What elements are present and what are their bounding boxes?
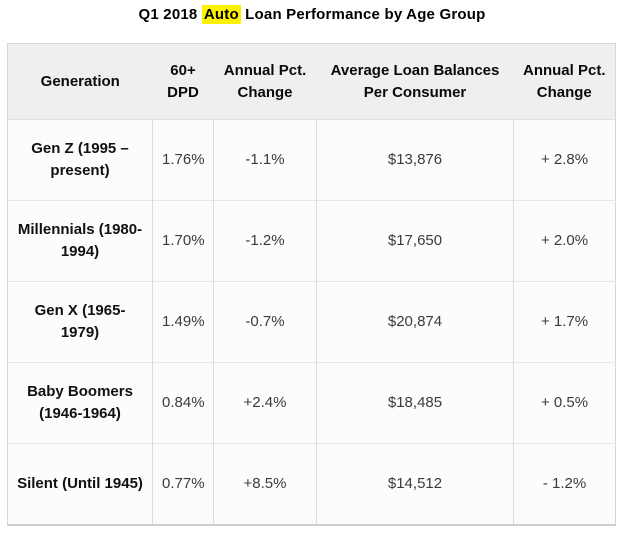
cell-generation: Gen Z (1995 – present) — [7, 119, 153, 201]
table-row-millennials: Millennials (1980-1994) 1.70% -1.2% $17,… — [7, 200, 616, 282]
title-suffix: Loan Performance by Age Group — [240, 6, 486, 23]
cell-balance-annual-change: + 0.5% — [513, 362, 616, 444]
cell-dpd-annual-change: -1.2% — [213, 200, 317, 282]
cell-avg-loan-balance: $17,650 — [316, 200, 514, 282]
table-row-baby-boomers: Baby Boomers (1946-1964) 0.84% +2.4% $18… — [7, 362, 616, 444]
cell-generation: Baby Boomers (1946-1964) — [7, 362, 153, 444]
cell-60-dpd: 0.84% — [152, 362, 214, 444]
cell-60-dpd: 1.76% — [152, 119, 214, 201]
column-header-dpd-annual-pct-change: Annual Pct. Change — [213, 43, 317, 120]
table-row-silent: Silent (Until 1945) 0.77% +8.5% $14,512 … — [7, 443, 616, 525]
cell-avg-loan-balance: $18,485 — [316, 362, 514, 444]
loan-performance-table: Generation 60+ DPD Annual Pct. Change Av… — [7, 43, 616, 526]
cell-generation: Gen X (1965-1979) — [7, 281, 153, 363]
header-row: Generation 60+ DPD Annual Pct. Change Av… — [7, 43, 616, 120]
title-prefix: Q1 2018 — [138, 6, 202, 23]
cell-dpd-annual-change: -1.1% — [213, 119, 317, 201]
cell-60-dpd: 1.49% — [152, 281, 214, 363]
cell-dpd-annual-change: +8.5% — [213, 443, 317, 525]
column-header-avg-loan-balance: Average Loan Balances Per Consumer — [316, 43, 514, 120]
column-header-generation: Generation — [7, 43, 153, 120]
cell-avg-loan-balance: $13,876 — [316, 119, 514, 201]
cell-balance-annual-change: + 2.8% — [513, 119, 616, 201]
table-row-gen-x: Gen X (1965-1979) 1.49% -0.7% $20,874 + … — [7, 281, 616, 363]
cell-avg-loan-balance: $20,874 — [316, 281, 514, 363]
cell-balance-annual-change: + 1.7% — [513, 281, 616, 363]
cell-generation: Silent (Until 1945) — [7, 443, 153, 525]
cell-60-dpd: 1.70% — [152, 200, 214, 282]
cell-avg-loan-balance: $14,512 — [316, 443, 514, 525]
column-header-balance-annual-pct-change: Annual Pct. Change — [513, 43, 616, 120]
table-row-gen-z: Gen Z (1995 – present) 1.76% -1.1% $13,8… — [7, 119, 616, 201]
cell-balance-annual-change: + 2.0% — [513, 200, 616, 282]
column-header-60-dpd: 60+ DPD — [152, 43, 214, 120]
page-title: Q1 2018 Auto Loan Performance by Age Gro… — [0, 5, 624, 25]
cell-dpd-annual-change: -0.7% — [213, 281, 317, 363]
title-highlighted-word: Auto — [201, 5, 241, 24]
cell-balance-annual-change: - 1.2% — [513, 443, 616, 525]
cell-generation: Millennials (1980-1994) — [7, 200, 153, 282]
cell-dpd-annual-change: +2.4% — [213, 362, 317, 444]
cell-60-dpd: 0.77% — [152, 443, 214, 525]
